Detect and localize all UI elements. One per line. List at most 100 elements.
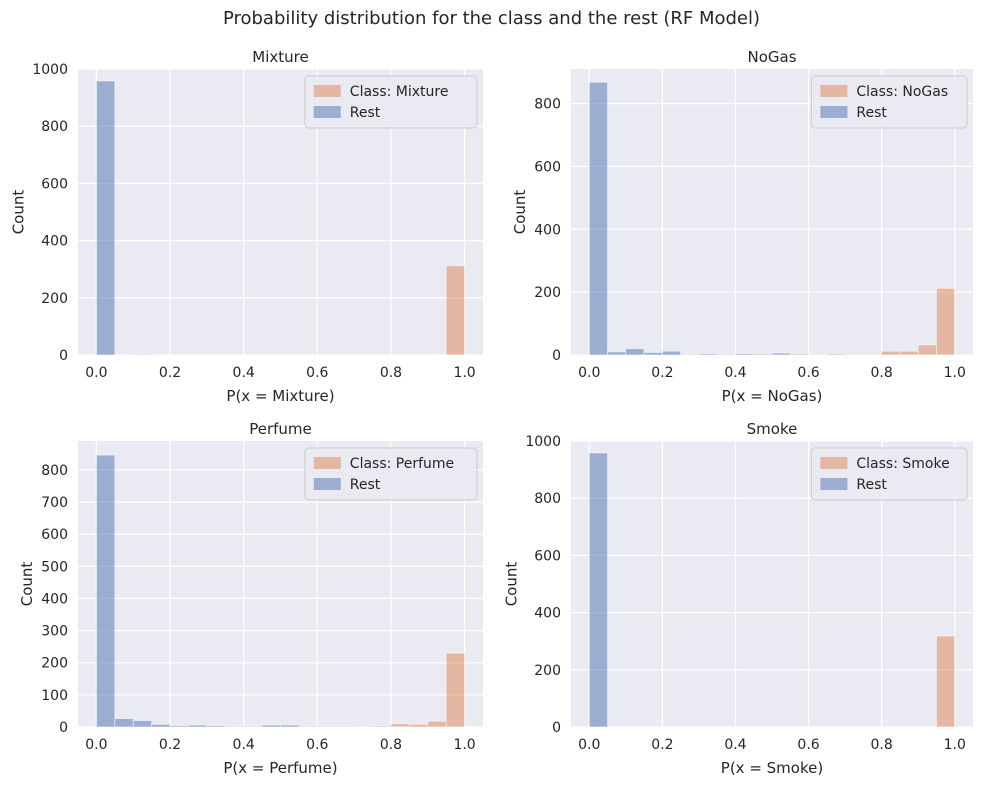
y-tick-label: 600 bbox=[534, 159, 561, 175]
y-tick-label: 800 bbox=[534, 97, 561, 113]
legend-frame bbox=[304, 447, 478, 501]
subplot-title: Smoke bbox=[747, 420, 798, 438]
x-tick-label: 0.8 bbox=[871, 737, 893, 753]
histogram-bar bbox=[353, 725, 373, 728]
x-tick-label: 0.2 bbox=[651, 365, 673, 381]
legend-swatch-rest bbox=[820, 478, 848, 490]
y-tick-label: 200 bbox=[534, 285, 561, 301]
histogram-bar bbox=[188, 724, 208, 728]
x-tick-label: 0.2 bbox=[159, 365, 181, 381]
subplot-title: Perfume bbox=[249, 420, 312, 438]
figure-title: Probability distribution for the class a… bbox=[223, 8, 760, 29]
series-rest bbox=[96, 454, 410, 728]
x-tick-label: 0.6 bbox=[797, 365, 819, 381]
histogram-bar bbox=[151, 724, 171, 728]
y-tick-label: 400 bbox=[534, 222, 561, 238]
y-tick-label: 800 bbox=[41, 463, 68, 479]
y-axis-label: Count bbox=[10, 190, 28, 235]
subplot-mixture: 0 200 400 600 800 1000 0.0 0.2 0.4 0.6 0.8 1.0 Mixtu… bbox=[10, 48, 483, 405]
x-axis-label: P(x = Mixture) bbox=[226, 387, 334, 405]
x-tick-label: 0.4 bbox=[233, 365, 255, 381]
legend: Class: NoGas Rest bbox=[810, 75, 968, 129]
histogram-bar bbox=[716, 353, 736, 356]
legend-label-rest: Rest bbox=[856, 105, 887, 121]
subplot-title: NoGas bbox=[747, 48, 796, 66]
histogram-bar bbox=[826, 353, 846, 356]
subplot-perfume: 0 100 200 300 400 500 600 700 800 0.0 0.2 0.4 0.6 0.8… bbox=[18, 420, 483, 777]
y-tick-label: 200 bbox=[534, 663, 561, 679]
histogram-bar bbox=[427, 720, 447, 728]
y-tick-label: 800 bbox=[41, 119, 68, 135]
histogram-bar bbox=[335, 725, 355, 728]
y-tick-label: 1000 bbox=[525, 434, 561, 450]
y-tick-label: 200 bbox=[41, 291, 68, 307]
legend: Class: Perfume Rest bbox=[304, 447, 478, 501]
x-tick-label: 0.6 bbox=[797, 737, 819, 753]
x-axis-label: P(x = NoGas) bbox=[722, 387, 823, 405]
histogram-bar bbox=[936, 635, 956, 728]
x-axis-label: P(x = Smoke) bbox=[721, 759, 823, 777]
x-tick-label: 0.4 bbox=[233, 737, 255, 753]
y-tick-label: 0 bbox=[59, 720, 68, 736]
histogram-bar bbox=[445, 652, 465, 728]
x-tick-label: 0.2 bbox=[651, 737, 673, 753]
y-axis-label: Count bbox=[511, 190, 529, 235]
legend-swatch-class bbox=[313, 457, 341, 469]
y-tick-label: 700 bbox=[41, 495, 68, 511]
histogram-bar bbox=[206, 725, 226, 728]
series-rest bbox=[96, 80, 153, 356]
histogram-bar bbox=[261, 724, 281, 728]
subplot-title: Mixture bbox=[252, 48, 308, 66]
y-tick-label: 600 bbox=[41, 527, 68, 543]
legend-label-class: Class: Mixture bbox=[350, 84, 449, 100]
histogram-bar bbox=[243, 725, 263, 728]
y-tick-label: 0 bbox=[552, 720, 561, 736]
y-tick-label: 600 bbox=[534, 548, 561, 564]
histogram-bar bbox=[316, 725, 337, 728]
series-rest bbox=[588, 452, 608, 728]
histogram-bar bbox=[680, 353, 700, 356]
x-tick-label: 1.0 bbox=[453, 737, 475, 753]
histogram-bar bbox=[132, 720, 153, 728]
legend-swatch-rest bbox=[820, 106, 848, 118]
histogram-bar bbox=[96, 80, 116, 356]
y-axis-label: Count bbox=[18, 562, 36, 607]
histogram-bar bbox=[607, 351, 627, 356]
histogram-bar bbox=[844, 353, 864, 356]
y-tick-label: 1000 bbox=[32, 62, 68, 78]
y-tick-label: 500 bbox=[41, 559, 68, 575]
y-tick-label: 100 bbox=[41, 688, 68, 704]
x-tick-label: 1.0 bbox=[944, 365, 966, 381]
histogram-bar bbox=[298, 725, 318, 728]
histogram-bar bbox=[643, 352, 663, 356]
legend-frame bbox=[304, 75, 478, 129]
histogram-bar bbox=[625, 348, 645, 356]
x-tick-label: 0.6 bbox=[306, 737, 328, 753]
series-class bbox=[936, 635, 956, 728]
legend-swatch-class bbox=[313, 85, 341, 97]
legend-swatch-class bbox=[820, 457, 848, 469]
x-tick-label: 1.0 bbox=[944, 737, 966, 753]
legend-swatch-class bbox=[820, 85, 848, 97]
histogram-bar bbox=[899, 350, 919, 356]
legend-label-class: Class: NoGas bbox=[856, 84, 948, 100]
histogram-bar bbox=[753, 353, 773, 356]
legend-frame bbox=[810, 75, 968, 129]
x-tick-label: 0.0 bbox=[578, 737, 600, 753]
legend: Class: Mixture Rest bbox=[304, 75, 478, 129]
histogram-bar bbox=[408, 724, 429, 728]
y-tick-label: 400 bbox=[41, 591, 68, 607]
y-tick-label: 400 bbox=[41, 234, 68, 250]
legend-frame bbox=[810, 447, 968, 501]
histogram-bar bbox=[661, 350, 682, 356]
subplot-nogas: 0 200 400 600 800 0.0 0.2 0.4 0.6 0.8 1.0 NoGas P(x … bbox=[511, 48, 973, 405]
histogram-bar bbox=[169, 725, 189, 728]
x-tick-label: 0.2 bbox=[159, 737, 181, 753]
histogram-bar bbox=[280, 724, 300, 728]
histogram-bar bbox=[445, 265, 465, 356]
x-tick-label: 0.8 bbox=[871, 365, 893, 381]
legend-swatch-rest bbox=[313, 478, 341, 490]
histogram-bar bbox=[771, 352, 791, 356]
legend-label-class: Class: Smoke bbox=[856, 456, 949, 472]
x-tick-label: 0.4 bbox=[724, 737, 746, 753]
